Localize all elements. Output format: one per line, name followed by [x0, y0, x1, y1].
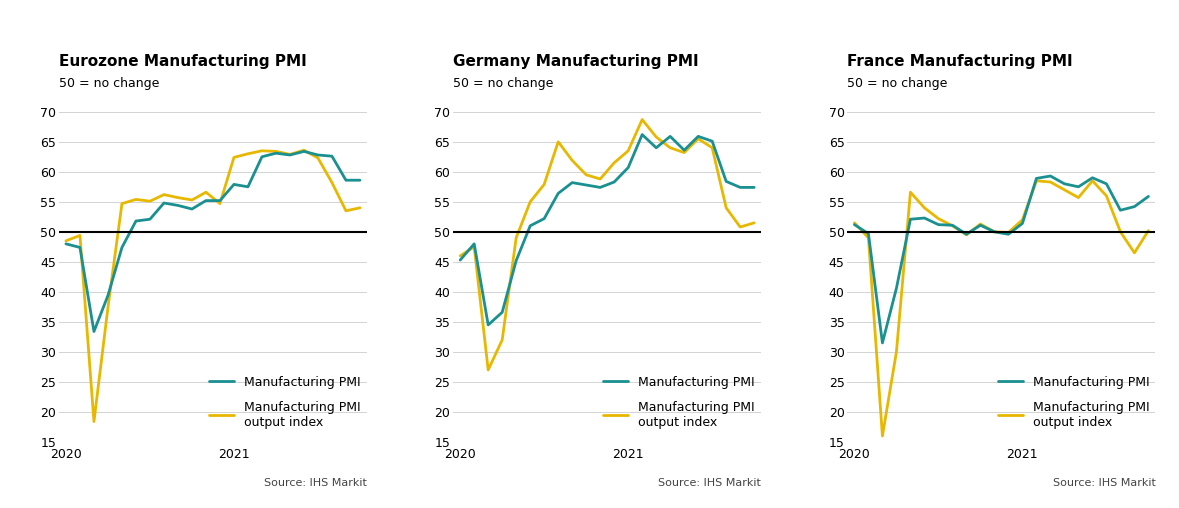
Text: Source: IHS Markit: Source: IHS Markit — [1053, 478, 1155, 488]
Text: Source: IHS Markit: Source: IHS Markit — [658, 478, 762, 488]
Text: 50 = no change: 50 = no change — [59, 77, 159, 90]
Text: France Manufacturing PMI: France Manufacturing PMI — [848, 53, 1073, 69]
Text: Germany Manufacturing PMI: Germany Manufacturing PMI — [453, 53, 699, 69]
Text: Source: IHS Markit: Source: IHS Markit — [264, 478, 367, 488]
Legend: Manufacturing PMI, Manufacturing PMI
output index: Manufacturing PMI, Manufacturing PMI out… — [604, 375, 755, 429]
Text: 50 = no change: 50 = no change — [453, 77, 554, 90]
Text: 50 = no change: 50 = no change — [848, 77, 948, 90]
Text: Eurozone Manufacturing PMI: Eurozone Manufacturing PMI — [59, 53, 307, 69]
Legend: Manufacturing PMI, Manufacturing PMI
output index: Manufacturing PMI, Manufacturing PMI out… — [209, 375, 361, 429]
Legend: Manufacturing PMI, Manufacturing PMI
output index: Manufacturing PMI, Manufacturing PMI out… — [997, 375, 1150, 429]
